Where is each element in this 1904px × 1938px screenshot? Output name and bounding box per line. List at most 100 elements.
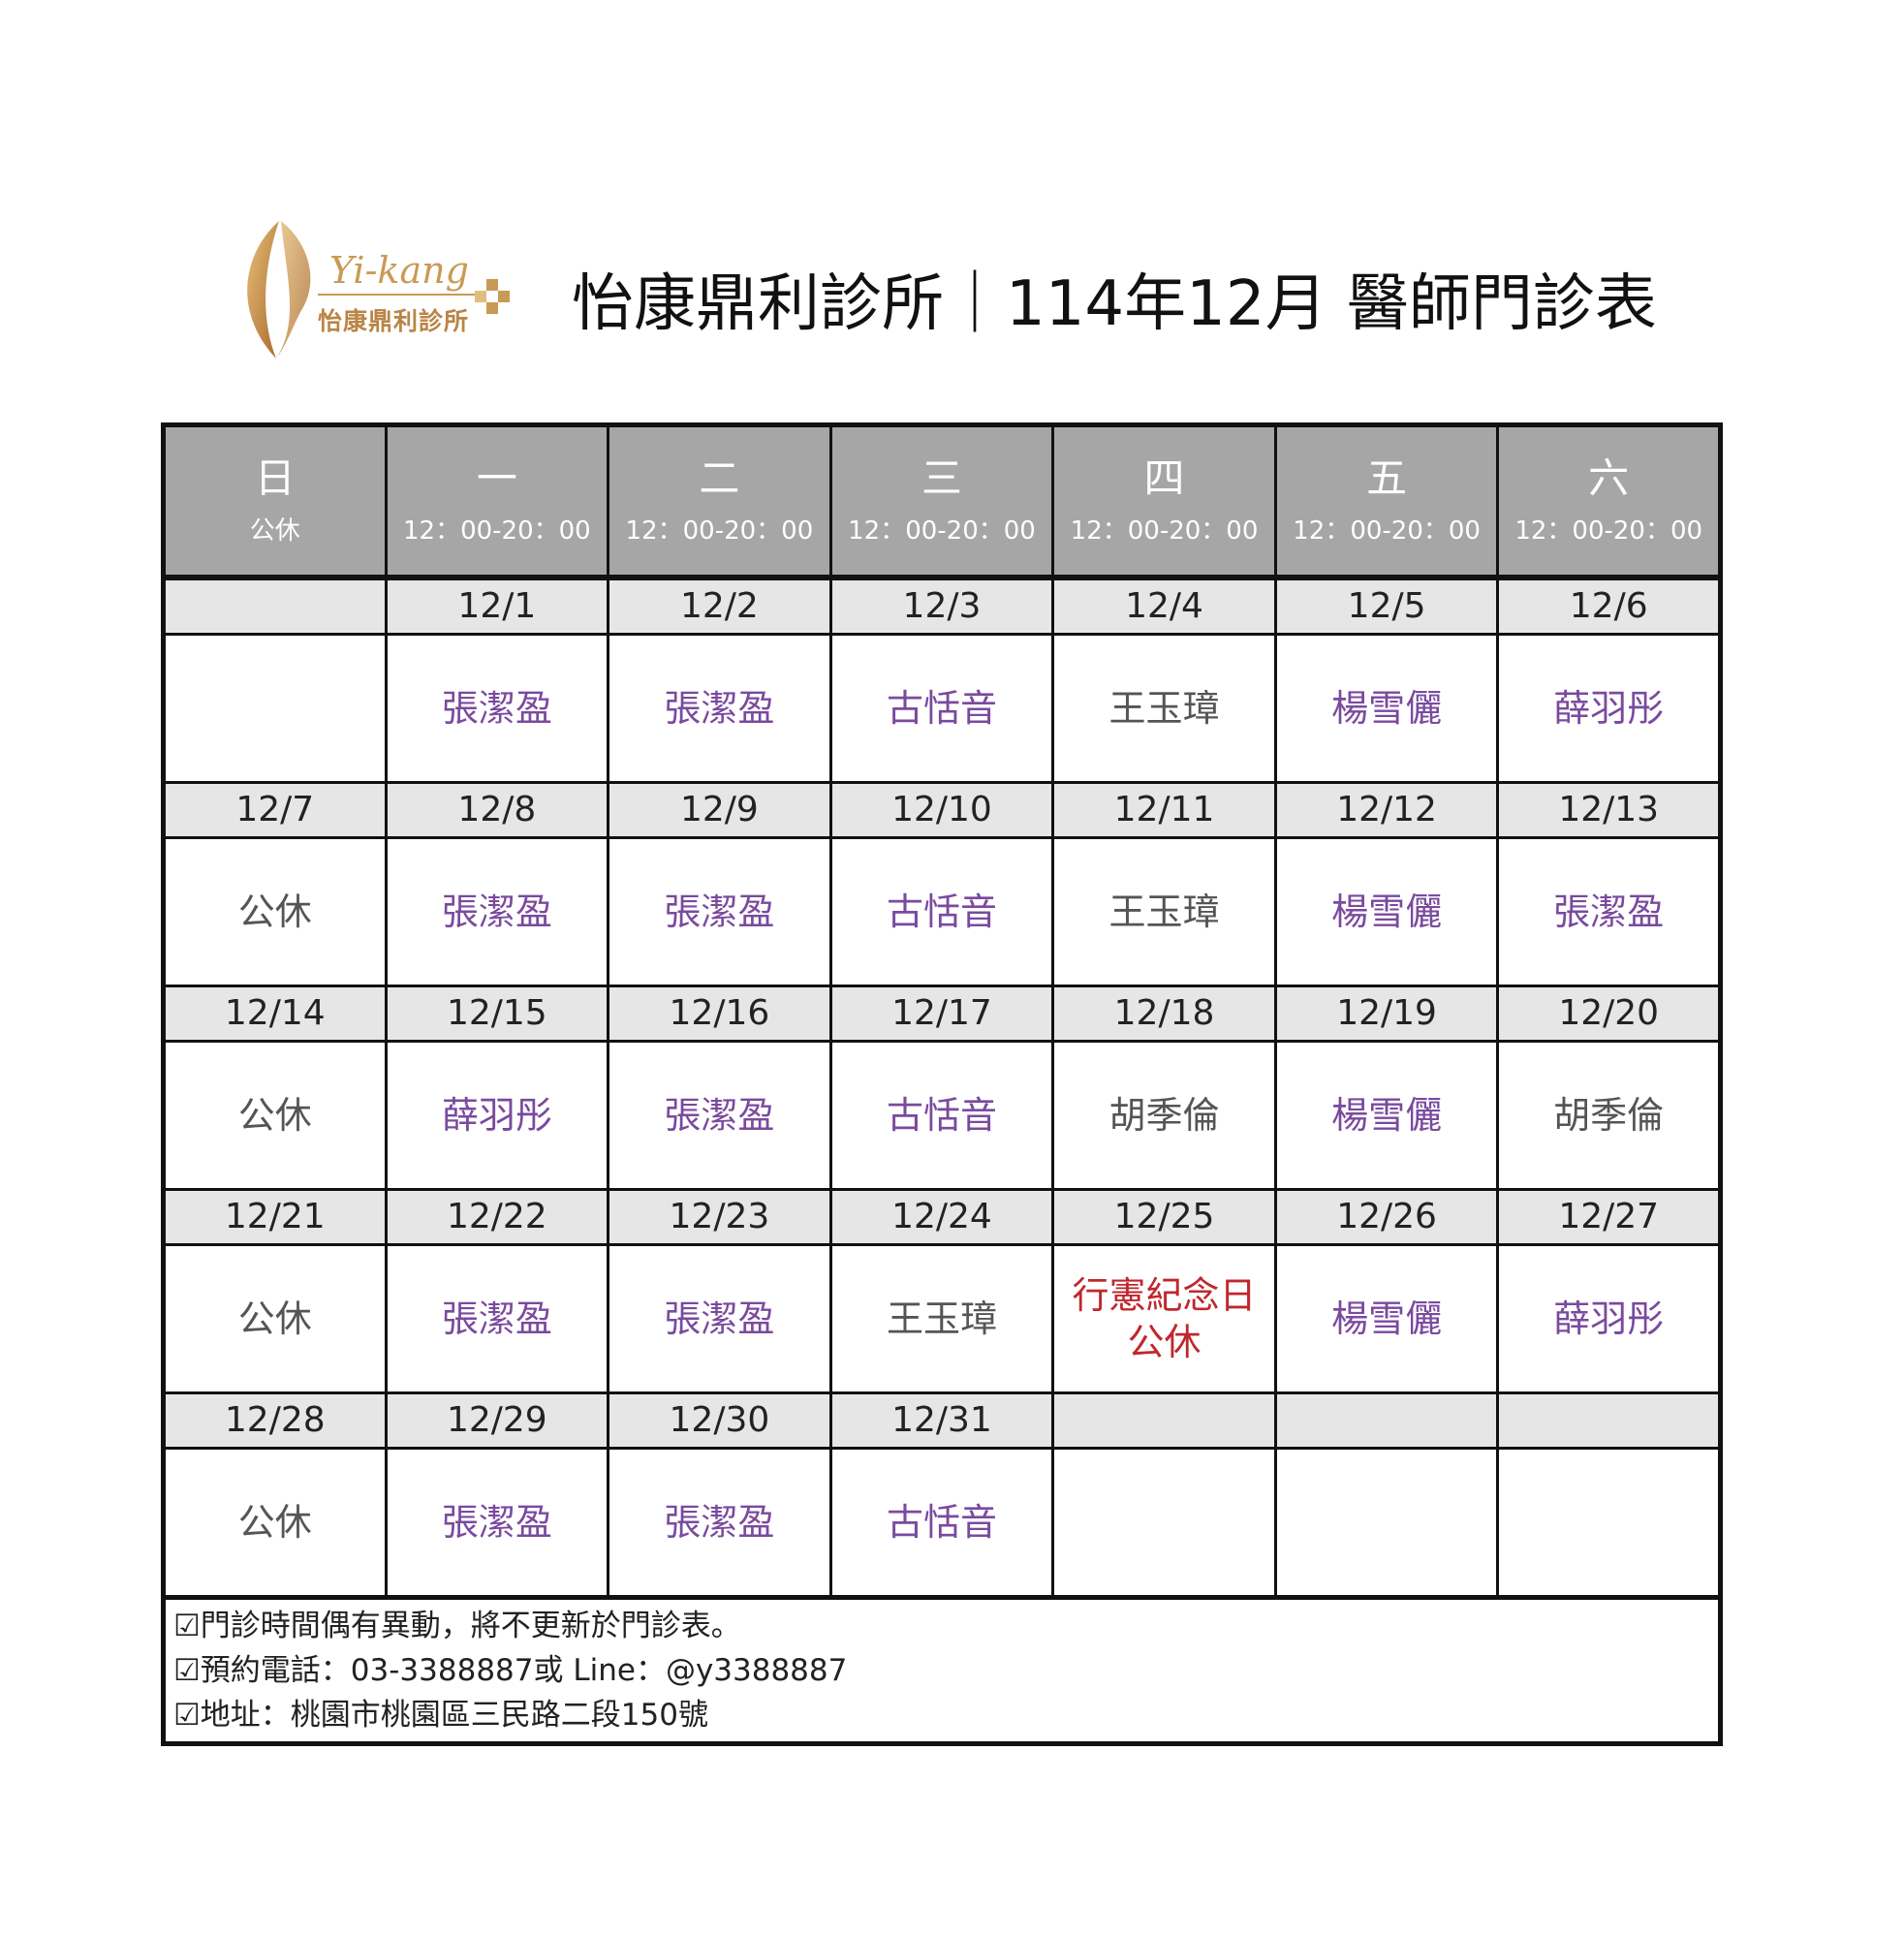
weekday-header: 五 12：00-20：00 <box>1273 423 1500 580</box>
clinic-hours: 12：00-20：00 <box>402 516 591 546</box>
doctor-cell: 張潔盈 <box>384 1243 610 1394</box>
date-cell: 12/17 <box>828 985 1055 1043</box>
leaf-logo-icon <box>247 221 510 359</box>
weekday-label: 四 <box>1143 454 1185 502</box>
date-cell <box>1496 1391 1722 1450</box>
date-cell: 12/5 <box>1273 576 1500 636</box>
clinic-hours: 公休 <box>249 516 300 546</box>
header-row: 日公休一 12：00-20：00 二 12：00-20：00 三 12：00-20：00 四… <box>162 423 1722 580</box>
doctor-cell: 王玉璋 <box>1051 836 1277 987</box>
logo-english: Yi-kang <box>329 249 469 292</box>
doctor-cell <box>1496 1447 1722 1599</box>
date-cell: 12/31 <box>828 1391 1055 1450</box>
doctor-cell: 王玉璋 <box>828 1243 1055 1394</box>
doctor-cell: 公休 <box>162 1447 388 1599</box>
doctor-cell: 張潔盈 <box>607 1040 832 1191</box>
weekday-label: 日 <box>254 454 296 502</box>
clinic-hours: 12：00-20：00 <box>848 516 1036 546</box>
doctor-cell: 張潔盈 <box>1496 836 1722 987</box>
note-line: ☑門診時間偶有異動，將不更新於門診表。 <box>173 1609 741 1643</box>
doctor-cell: 楊雪儷 <box>1273 1243 1500 1394</box>
date-cell: 12/12 <box>1273 781 1500 839</box>
doctor-row: 公休 張潔盈 張潔盈 古恬音 <box>162 1447 1722 1599</box>
weekday-label: 三 <box>921 454 962 502</box>
date-cell: 12/22 <box>384 1188 610 1246</box>
clinic-hours: 12：00-20：00 <box>1514 516 1703 546</box>
schedule-table: 日公休一 12：00-20：00 二 12：00-20：00 三 12：00-20：00 四… <box>161 422 1723 1746</box>
date-cell: 12/14 <box>162 985 388 1043</box>
clinic-hours: 12：00-20：00 <box>1293 516 1481 546</box>
clinic-hours: 12：00-20：00 <box>625 516 814 546</box>
doctor-cell: 王玉璋 <box>1051 633 1277 784</box>
doctor-cell: 公休 <box>162 836 388 987</box>
weekday-header: 四 12：00-20：00 <box>1051 423 1277 580</box>
doctor-cell: 胡季倫 <box>1496 1040 1722 1191</box>
date-cell: 12/7 <box>162 781 388 839</box>
doctor-cell: 古恬音 <box>828 633 1055 784</box>
doctor-cell: 楊雪儷 <box>1273 836 1500 987</box>
weekday-header: 日公休 <box>162 423 388 580</box>
date-cell: 12/18 <box>1051 985 1277 1043</box>
notes-row: ☑門診時間偶有異動，將不更新於門診表。 ☑預約電話：03-3388887或 Lin… <box>162 1595 1722 1745</box>
date-cell: 12/2 <box>607 576 832 636</box>
date-cell: 12/25 <box>1051 1188 1277 1246</box>
notes-cell: ☑門診時間偶有異動，將不更新於門診表。 ☑預約電話：03-3388887或 Lin… <box>162 1595 1722 1745</box>
date-cell: 12/23 <box>607 1188 832 1246</box>
date-row: 12/1 12/2 12/3 12/4 12/5 12/6 <box>162 576 1722 636</box>
date-cell: 12/29 <box>384 1391 610 1450</box>
doctor-cell <box>162 633 388 784</box>
doctor-cell: 行憲紀念日 公休 <box>1051 1243 1277 1394</box>
weekday-header: 一 12：00-20：00 <box>384 423 610 580</box>
date-cell: 12/3 <box>828 576 1055 636</box>
date-cell: 12/28 <box>162 1391 388 1450</box>
date-cell: 12/21 <box>162 1188 388 1246</box>
date-cell <box>162 576 388 636</box>
date-row: 12/7 12/8 12/9 12/10 12/11 12/12 12/13 <box>162 781 1722 839</box>
date-cell <box>1051 1391 1277 1450</box>
clinic-hours: 12：00-20：00 <box>1070 516 1259 546</box>
doctor-row: 公休 張潔盈 張潔盈 古恬音 王玉璋 楊雪儷 張潔盈 <box>162 836 1722 987</box>
doctor-row: 張潔盈 張潔盈 古恬音 王玉璋 楊雪儷 薛羽彤 <box>162 633 1722 784</box>
doctor-cell: 薛羽彤 <box>384 1040 610 1191</box>
weekday-header: 三 12：00-20：00 <box>828 423 1055 580</box>
weekday-label: 六 <box>1588 454 1630 502</box>
weekday-label: 二 <box>699 454 740 502</box>
doctor-cell: 薛羽彤 <box>1496 633 1722 784</box>
doctor-cell: 楊雪儷 <box>1273 1040 1500 1191</box>
date-cell: 12/9 <box>607 781 832 839</box>
date-cell <box>1273 1391 1500 1450</box>
doctor-cell: 張潔盈 <box>607 1447 832 1599</box>
doctor-cell: 古恬音 <box>828 1447 1055 1599</box>
note-line: ☑預約電話：03-3388887或 Line：@y3388887 <box>173 1653 848 1688</box>
doctor-cell: 公休 <box>162 1040 388 1191</box>
doctor-cell: 張潔盈 <box>607 836 832 987</box>
date-cell: 12/1 <box>384 576 610 636</box>
weekday-header: 六 12：00-20：00 <box>1496 423 1722 580</box>
doctor-cell: 公休 <box>162 1243 388 1394</box>
doctor-cell: 胡季倫 <box>1051 1040 1277 1191</box>
doctor-row: 公休 薛羽彤 張潔盈 古恬音 胡季倫 楊雪儷 胡季倫 <box>162 1040 1722 1191</box>
date-cell: 12/26 <box>1273 1188 1500 1246</box>
date-cell: 12/10 <box>828 781 1055 839</box>
date-row: 12/14 12/15 12/16 12/17 12/18 12/19 12/20 <box>162 985 1722 1043</box>
page-title: 怡康鼎利診所｜114年12月 醫師門診表 <box>572 268 1657 340</box>
date-cell: 12/4 <box>1051 576 1277 636</box>
doctor-cell: 張潔盈 <box>607 1243 832 1394</box>
note-line: ☑地址：桃園市桃園區三民路二段150號 <box>173 1698 708 1733</box>
date-cell: 12/11 <box>1051 781 1277 839</box>
weekday-label: 一 <box>476 454 517 502</box>
date-cell: 12/19 <box>1273 985 1500 1043</box>
doctor-cell: 張潔盈 <box>384 633 610 784</box>
clinic-logo: Yi-kang 怡康鼎利診所 <box>233 215 533 362</box>
date-cell: 12/6 <box>1496 576 1722 636</box>
doctor-cell: 張潔盈 <box>384 836 610 987</box>
doctor-cell: 古恬音 <box>828 836 1055 987</box>
date-row: 12/28 12/29 12/30 12/31 <box>162 1391 1722 1450</box>
date-cell: 12/8 <box>384 781 610 839</box>
date-cell: 12/30 <box>607 1391 832 1450</box>
doctor-cell: 楊雪儷 <box>1273 633 1500 784</box>
doctor-cell <box>1051 1447 1277 1599</box>
date-cell: 12/13 <box>1496 781 1722 839</box>
doctor-cell: 古恬音 <box>828 1040 1055 1191</box>
weekday-header: 二 12：00-20：00 <box>607 423 832 580</box>
